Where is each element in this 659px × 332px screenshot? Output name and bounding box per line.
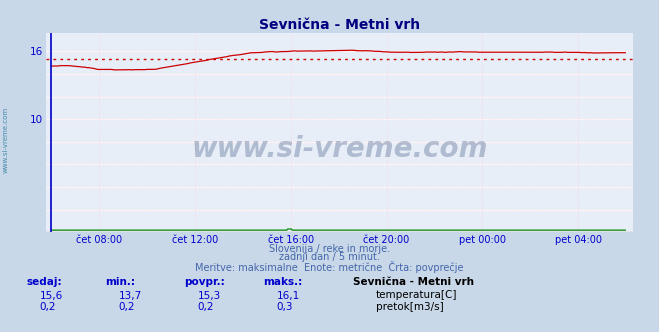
Text: 0,2: 0,2 [119,302,135,312]
Text: povpr.:: povpr.: [185,277,225,287]
Text: sedaj:: sedaj: [26,277,62,287]
Text: pretok[m3/s]: pretok[m3/s] [376,302,444,312]
Text: Sevnična - Metni vrh: Sevnična - Metni vrh [353,277,474,287]
Text: min.:: min.: [105,277,136,287]
Text: temperatura[C]: temperatura[C] [376,290,457,300]
Text: 16,1: 16,1 [277,290,300,300]
Text: Slovenija / reke in morje.: Slovenija / reke in morje. [269,244,390,254]
Text: zadnji dan / 5 minut.: zadnji dan / 5 minut. [279,252,380,262]
Text: Meritve: maksimalne  Enote: metrične  Črta: povprečje: Meritve: maksimalne Enote: metrične Črta… [195,261,464,273]
Text: 0,2: 0,2 [198,302,214,312]
Text: 13,7: 13,7 [119,290,142,300]
Text: 0,2: 0,2 [40,302,56,312]
Text: maks.:: maks.: [264,277,303,287]
Text: www.si-vreme.com: www.si-vreme.com [191,135,488,163]
Text: www.si-vreme.com: www.si-vreme.com [2,106,9,173]
Text: 0,3: 0,3 [277,302,293,312]
Text: 15,6: 15,6 [40,290,63,300]
Text: 15,3: 15,3 [198,290,221,300]
Title: Sevnična - Metni vrh: Sevnična - Metni vrh [259,18,420,32]
